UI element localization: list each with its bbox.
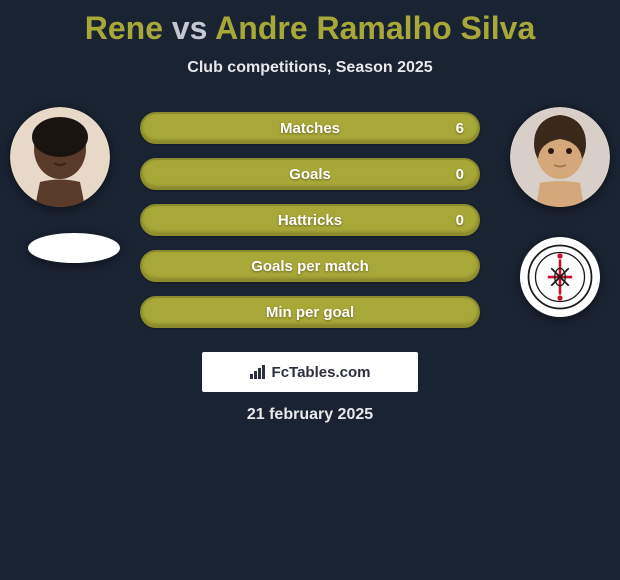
infographic-container: Rene vs Andre Ramalho Silva Club competi…: [0, 0, 620, 434]
stat-bar-min-per-goal: Min per goal: [140, 296, 480, 328]
watermark: FcTables.com: [202, 352, 418, 392]
player2-team-logo: [520, 237, 600, 317]
stat-label: Goals per match: [251, 258, 369, 275]
stat-value: 6: [456, 120, 464, 137]
stat-bar-matches: Matches 6: [140, 112, 480, 144]
player1-team-logo: [28, 233, 120, 263]
player1-avatar: [10, 107, 110, 207]
stat-bar-goals: Goals 0: [140, 158, 480, 190]
subtitle: Club competitions, Season 2025: [0, 59, 620, 77]
player2-name: Andre Ramalho Silva: [215, 10, 535, 46]
page-title: Rene vs Andre Ramalho Silva: [0, 10, 620, 47]
stat-bar-hattricks: Hattricks 0: [140, 204, 480, 236]
stat-bar-goals-per-match: Goals per match: [140, 250, 480, 282]
stat-value: 0: [456, 166, 464, 183]
vs-separator: vs: [172, 10, 208, 46]
stat-label: Hattricks: [278, 212, 342, 229]
content-area: Matches 6 Goals 0 Hattricks 0 Goals per …: [0, 107, 620, 424]
stat-label: Min per goal: [266, 304, 354, 321]
player2-avatar: [510, 107, 610, 207]
chart-icon: [250, 365, 268, 379]
stat-label: Goals: [289, 166, 331, 183]
stat-value: 0: [456, 212, 464, 229]
date-text: 21 february 2025: [0, 406, 620, 424]
player1-name: Rene: [85, 10, 163, 46]
stat-label: Matches: [280, 120, 340, 137]
watermark-text: FcTables.com: [272, 364, 371, 381]
stats-bars: Matches 6 Goals 0 Hattricks 0 Goals per …: [140, 107, 480, 328]
